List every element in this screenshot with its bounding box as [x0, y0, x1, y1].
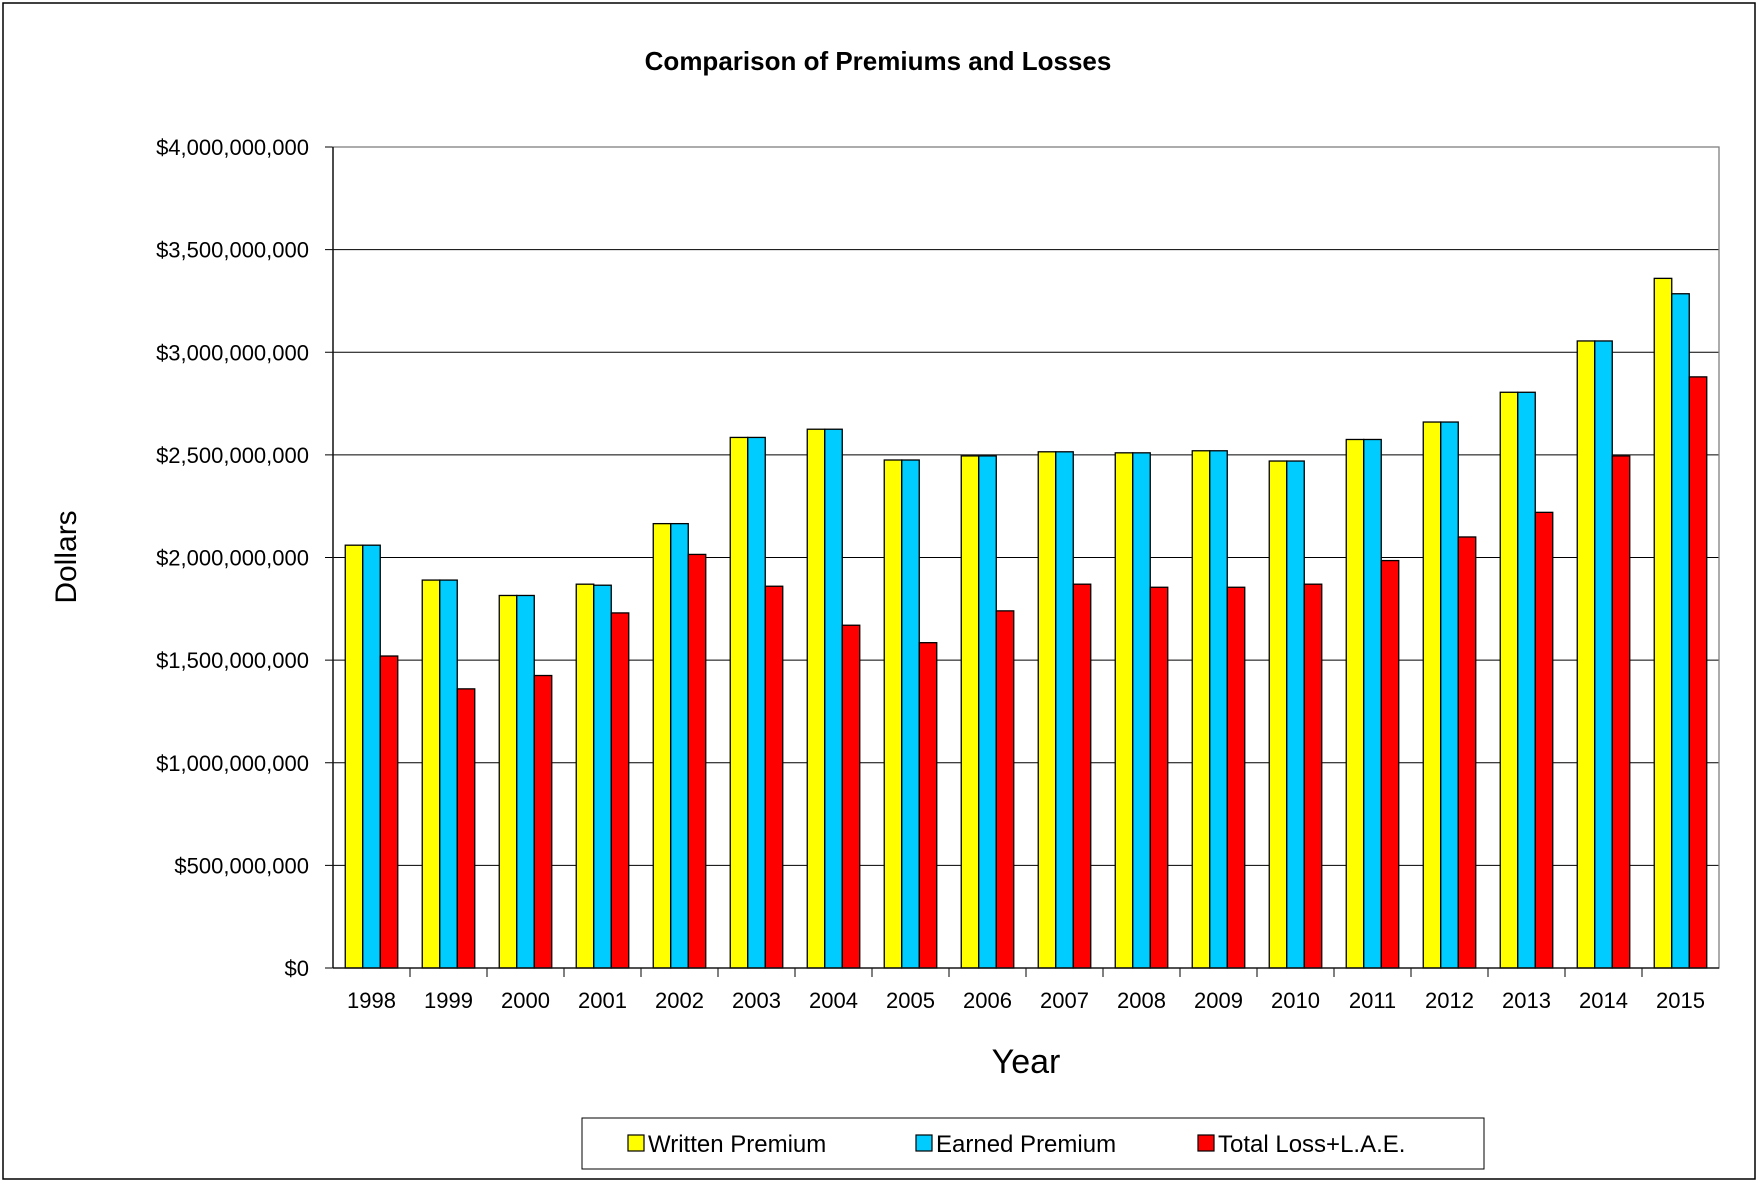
bar-written-premium-2011	[1345, 438, 1365, 969]
x-tick-label: 2000	[501, 988, 550, 1013]
x-tick-label: 2010	[1271, 988, 1320, 1013]
x-tick-label: 1998	[347, 988, 396, 1013]
x-tick-label: 2009	[1194, 988, 1243, 1013]
bar-earned-premium-2012	[1440, 421, 1459, 969]
x-tick-label: 2013	[1502, 988, 1551, 1013]
x-axis-title: Year	[992, 1043, 1061, 1081]
legend-label: Written Premium	[648, 1131, 826, 1158]
bar-earned-premium-2010	[1286, 460, 1305, 969]
legend-box	[581, 1117, 1485, 1170]
bar-written-premium-2010	[1268, 460, 1288, 969]
bar-earned-premium-2003	[747, 436, 766, 969]
x-tick-labels: 1998 1999 2000 2001 2002 2003 2004 2005 2006 2007…	[347, 988, 1705, 1013]
bar-total-loss-l-a-e-2001	[610, 612, 630, 969]
bar-total-loss-l-a-e-2010	[1303, 583, 1323, 969]
bar-written-premium-2012	[1422, 421, 1442, 969]
chart-title: Comparison of Premiums and Losses	[645, 46, 1112, 76]
bar-total-loss-l-a-e-2007	[1072, 583, 1092, 969]
x-tick-label: 1999	[424, 988, 473, 1013]
bar-written-premium-1998	[344, 544, 364, 969]
bar-written-premium-1999	[421, 579, 441, 969]
x-tick-label: 2003	[732, 988, 781, 1013]
bar-written-premium-2014	[1576, 340, 1596, 969]
bar-earned-premium-2015	[1671, 293, 1690, 969]
legend-label: Total Loss+L.A.E.	[1218, 1131, 1405, 1158]
bar-total-loss-l-a-e-2008	[1149, 586, 1169, 969]
bar-earned-premium-2007	[1055, 451, 1074, 969]
bar-written-premium-2005	[883, 459, 903, 969]
bar-earned-premium-2013	[1517, 391, 1536, 969]
bars	[344, 277, 1708, 969]
x-tick-label: 2011	[1349, 988, 1396, 1013]
y-tick-label: $1,000,000,000	[156, 751, 309, 776]
legend-swatch	[915, 1134, 933, 1152]
gridlines	[333, 147, 1719, 968]
bar-total-loss-l-a-e-1999	[456, 688, 476, 969]
legend-swatch	[1197, 1134, 1215, 1152]
y-tick-label: $3,000,000,000	[156, 340, 309, 365]
x-tick-label: 2014	[1579, 988, 1628, 1013]
bar-total-loss-l-a-e-2003	[764, 585, 784, 969]
bar-written-premium-2001	[575, 583, 595, 969]
bar-total-loss-l-a-e-2005	[918, 642, 938, 969]
y-tick-label: $3,500,000,000	[156, 238, 309, 263]
y-tick-label: $2,000,000,000	[156, 546, 309, 571]
bar-written-premium-2013	[1499, 391, 1519, 969]
legend: Written Premium Earned Premium Total Loss+…	[581, 1117, 1485, 1170]
bar-written-premium-2000	[498, 594, 518, 969]
bar-total-loss-l-a-e-1998	[379, 655, 399, 969]
bar-earned-premium-2006	[978, 455, 997, 969]
bar-earned-premium-2004	[824, 428, 843, 969]
bar-written-premium-2015	[1653, 277, 1673, 969]
bar-written-premium-2006	[960, 455, 980, 969]
bar-written-premium-2003	[729, 436, 749, 969]
x-tick-label: 2007	[1040, 988, 1089, 1013]
bar-total-loss-l-a-e-2009	[1226, 586, 1246, 969]
bar-earned-premium-1998	[362, 544, 381, 969]
x-tick-label: 2008	[1117, 988, 1166, 1013]
bar-total-loss-l-a-e-2006	[995, 610, 1015, 969]
x-tick-label: 2001	[578, 988, 627, 1013]
bar-total-loss-l-a-e-2004	[841, 624, 861, 969]
bar-earned-premium-1999	[439, 579, 458, 969]
bar-total-loss-l-a-e-2015	[1688, 376, 1708, 969]
bar-written-premium-2002	[652, 522, 672, 969]
bar-written-premium-2009	[1191, 450, 1211, 969]
bar-earned-premium-2005	[901, 459, 920, 969]
bar-earned-premium-2001	[593, 584, 612, 969]
bar-written-premium-2008	[1114, 452, 1134, 969]
x-tick-label: 2006	[963, 988, 1012, 1013]
y-tick-label: $1,500,000,000	[156, 648, 309, 673]
bar-total-loss-l-a-e-2000	[533, 674, 553, 969]
y-tick-label: $500,000,000	[174, 853, 309, 878]
bar-total-loss-l-a-e-2013	[1534, 511, 1554, 969]
bar-written-premium-2004	[806, 428, 826, 969]
bar-earned-premium-2011	[1363, 438, 1382, 969]
axes	[325, 146, 1720, 977]
x-tick-label: 2005	[886, 988, 935, 1013]
y-tick-label: $0	[285, 956, 309, 981]
y-tick-label: $4,000,000,000	[156, 135, 309, 160]
bar-earned-premium-2008	[1132, 452, 1151, 969]
bar-total-loss-l-a-e-2014	[1611, 455, 1631, 969]
legend-swatch	[627, 1134, 645, 1152]
y-tick-labels: $0 $500,000,000 $1,000,000,000 $1,500,000,0…	[156, 135, 309, 981]
y-axis-title: Dollars	[50, 510, 83, 603]
x-tick-label: 2012	[1425, 988, 1474, 1013]
bar-earned-premium-2002	[670, 522, 689, 969]
x-tick-label: 2004	[809, 988, 858, 1013]
bar-total-loss-l-a-e-2012	[1457, 536, 1477, 969]
x-tick-label: 2015	[1656, 988, 1705, 1013]
x-tick-label: 2002	[655, 988, 704, 1013]
y-tick-label: $2,500,000,000	[156, 443, 309, 468]
bar-earned-premium-2014	[1594, 340, 1613, 969]
legend-label: Earned Premium	[936, 1131, 1116, 1158]
bar-written-premium-2007	[1037, 451, 1057, 969]
bar-earned-premium-2000	[516, 594, 535, 969]
bar-total-loss-l-a-e-2011	[1380, 559, 1400, 969]
bar-total-loss-l-a-e-2002	[687, 553, 707, 969]
bar-earned-premium-2009	[1209, 450, 1228, 969]
